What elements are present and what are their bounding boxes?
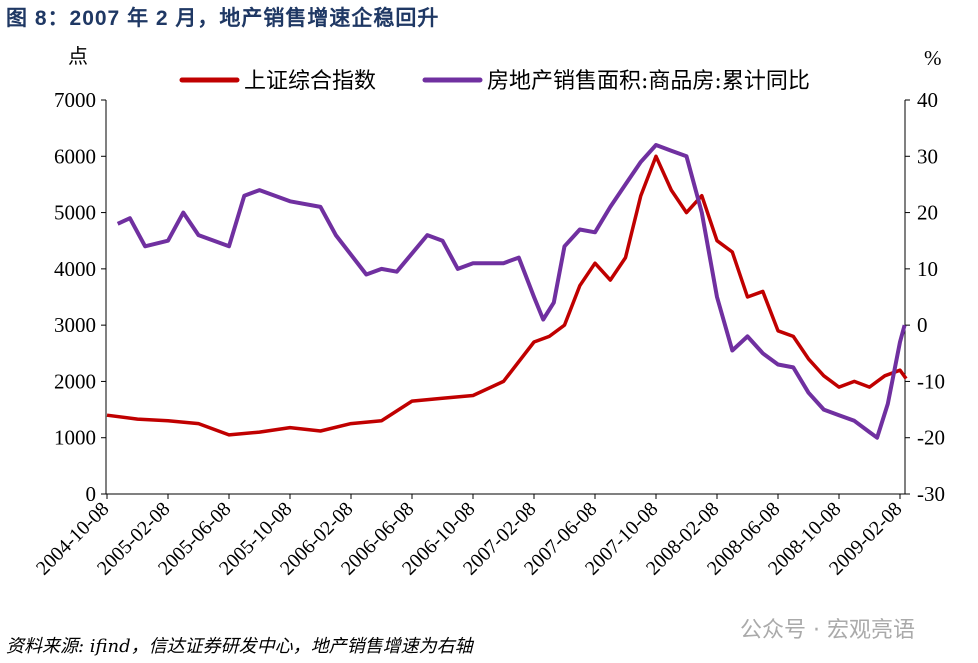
right-tick-label: 20	[917, 201, 938, 225]
chart-title: 图 8：2007 年 2 月，地产销售增速企稳回升	[6, 7, 440, 30]
right-tick-label: 30	[917, 144, 938, 168]
source-note: 资料来源: ifind，信达证券研发中心，地产销售增速为右轴	[6, 636, 473, 657]
right-tick-label: 0	[917, 313, 928, 337]
left-tick-label: 1000	[54, 426, 96, 450]
left-tick-label: 7000	[54, 88, 96, 112]
left-tick-label: 2000	[54, 369, 96, 393]
right-axis-unit: %	[924, 46, 942, 70]
left-tick-label: 3000	[54, 313, 96, 337]
right-tick-label: -20	[917, 426, 945, 450]
watermark: 公众号 · 宏观亮语	[740, 618, 915, 643]
left-tick-label: 5000	[54, 201, 96, 225]
series-line-property-sales	[116, 143, 907, 440]
right-tick-label: -30	[917, 482, 945, 506]
legend-label: 房地产销售面积:商品房:累计同比	[487, 69, 810, 94]
left-tick-label: 0	[86, 482, 97, 506]
right-tick-label: -10	[917, 369, 945, 393]
left-tick-label: 4000	[54, 257, 96, 281]
right-tick-label: 10	[917, 257, 938, 281]
left-axis-unit: 点	[68, 44, 88, 68]
legend-label: 上证综合指数	[244, 69, 376, 94]
series-line-sse-index	[106, 154, 908, 437]
right-tick-label: 40	[917, 88, 938, 112]
left-tick-label: 6000	[54, 144, 96, 168]
